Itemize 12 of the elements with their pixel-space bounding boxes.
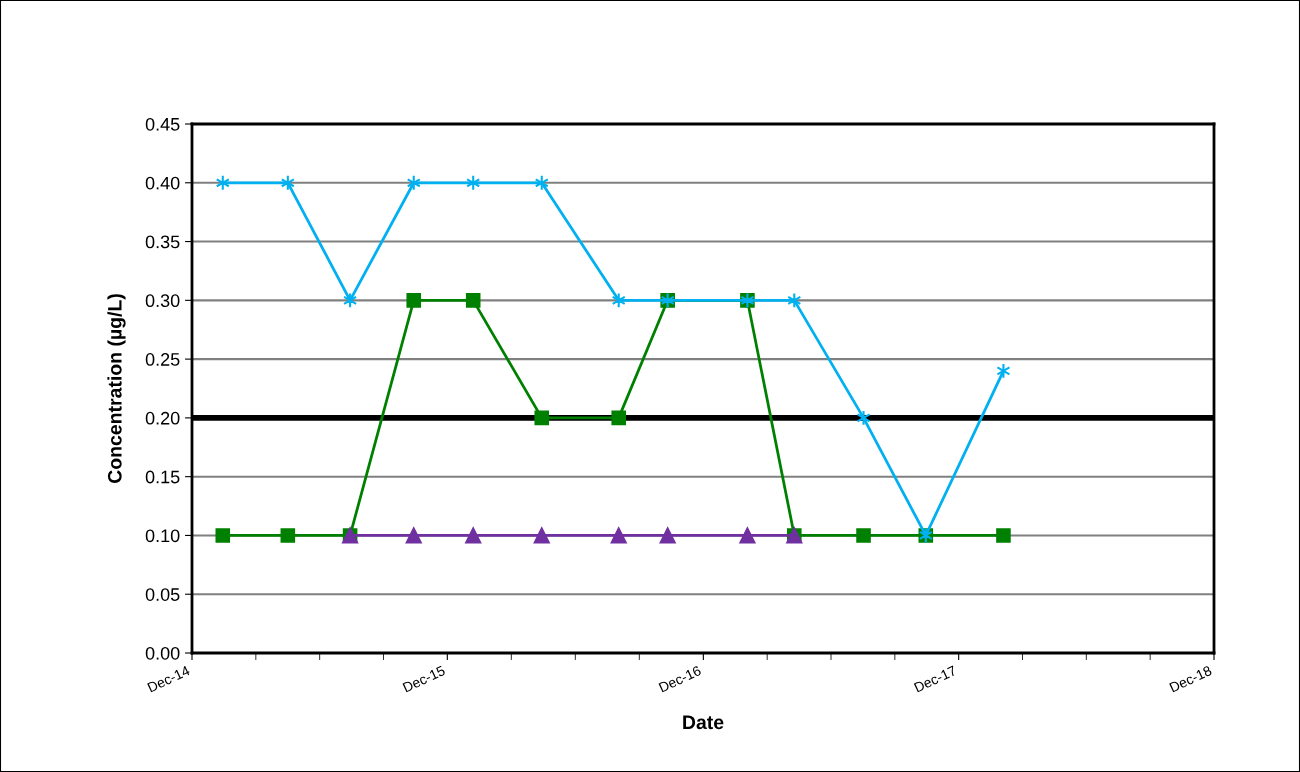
y-tick-label: 0.00 (145, 646, 180, 660)
y-tick-label: 0.15 (145, 470, 180, 484)
y-tick-label: 0.25 (145, 353, 180, 366)
y-axis-title: Concentration (µg/L) (107, 294, 126, 483)
y-tick-label: 0.05 (145, 588, 180, 601)
y-tick-label: 0.10 (145, 529, 180, 543)
x-axis-title: Date (683, 715, 724, 730)
y-tick-label: 0.40 (145, 176, 180, 190)
y-tick-label: 0.35 (145, 235, 180, 249)
y-tick-label: 0.45 (145, 117, 180, 131)
y-tick-label: 0.20 (145, 411, 180, 425)
y-tick-label: 0.30 (145, 294, 180, 308)
